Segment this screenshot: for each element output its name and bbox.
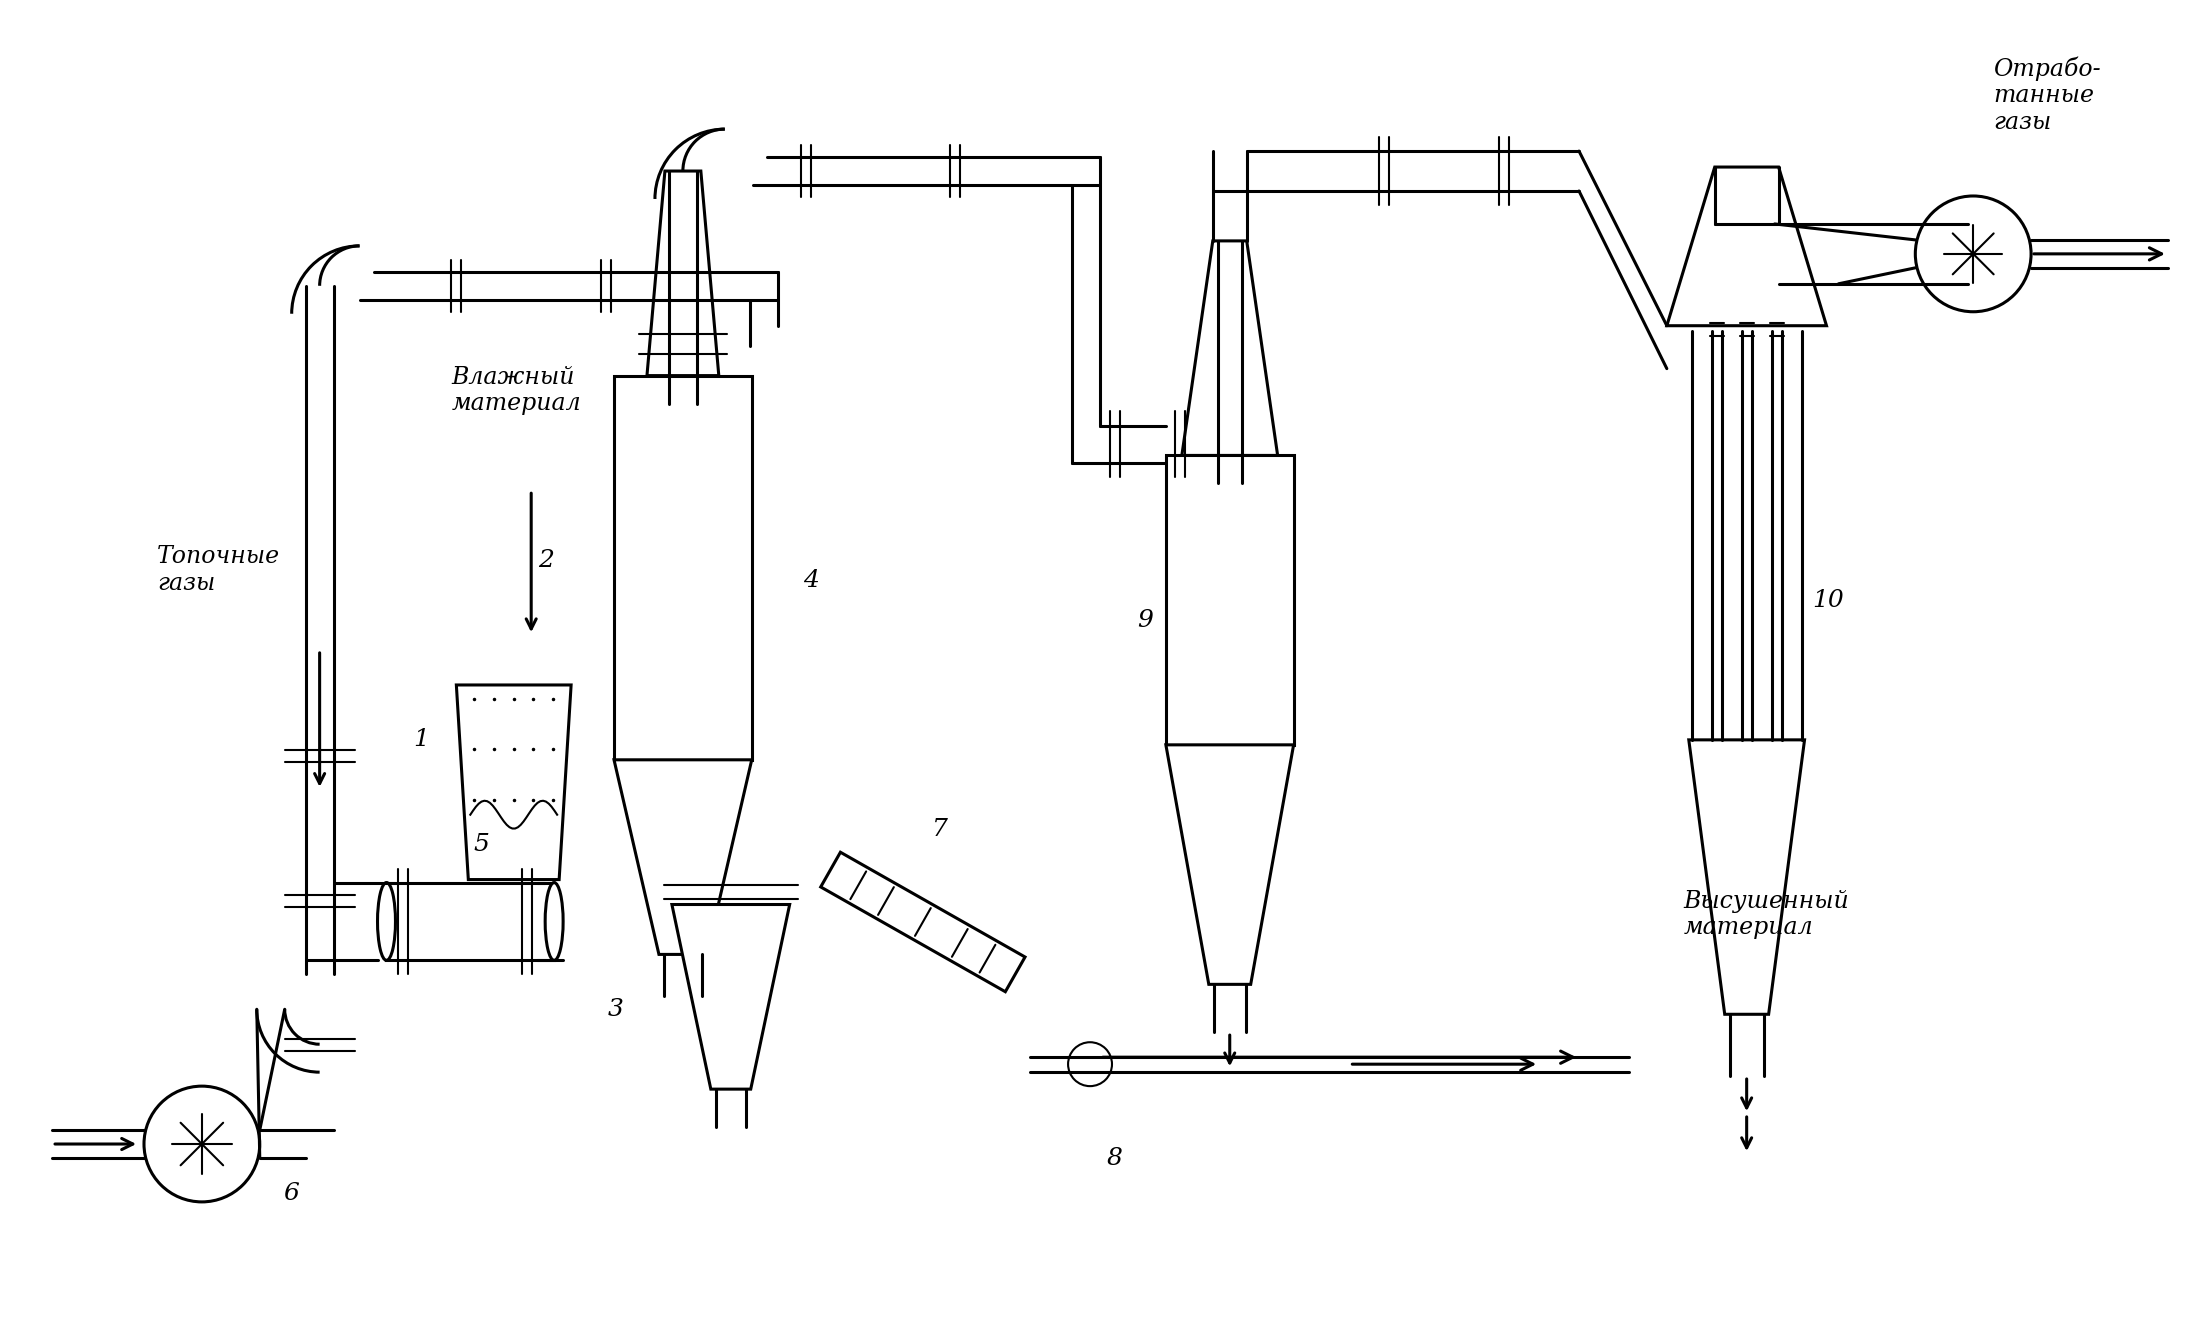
Bar xyxy=(387,883,555,961)
Polygon shape xyxy=(672,905,790,1089)
Bar xyxy=(1166,456,1294,745)
Ellipse shape xyxy=(544,883,564,961)
Text: 6: 6 xyxy=(283,1182,299,1206)
Polygon shape xyxy=(821,852,1024,992)
Polygon shape xyxy=(1166,745,1294,985)
Polygon shape xyxy=(1181,241,1279,456)
Text: 4: 4 xyxy=(803,568,818,592)
Text: 5: 5 xyxy=(473,833,489,856)
Polygon shape xyxy=(1668,168,1827,326)
Text: Отрабо-
танные
газы: Отрабо- танные газы xyxy=(1993,56,2101,134)
Text: 3: 3 xyxy=(608,998,624,1021)
Text: 1: 1 xyxy=(414,729,429,752)
Text: 2: 2 xyxy=(538,548,553,572)
Ellipse shape xyxy=(378,883,396,961)
Bar xyxy=(615,375,752,760)
Circle shape xyxy=(144,1087,259,1202)
Text: Влажный
материал: Влажный материал xyxy=(451,366,582,415)
Polygon shape xyxy=(1688,740,1805,1014)
Text: Высушенный
материал: Высушенный материал xyxy=(1683,890,1849,939)
Text: Топочные
газы: Топочные газы xyxy=(157,545,281,595)
Text: 8: 8 xyxy=(1106,1147,1124,1170)
Text: 9: 9 xyxy=(1137,608,1152,631)
Polygon shape xyxy=(615,760,752,954)
Polygon shape xyxy=(456,685,571,879)
Text: 10: 10 xyxy=(1812,588,1845,611)
Circle shape xyxy=(1068,1043,1113,1087)
Circle shape xyxy=(1916,196,2031,312)
Polygon shape xyxy=(646,172,719,375)
Text: 7: 7 xyxy=(933,819,949,842)
